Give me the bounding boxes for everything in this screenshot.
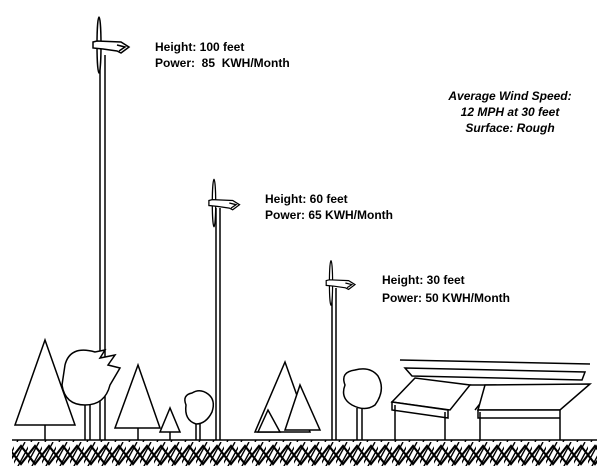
power-label: Power: 85 KWH/Month bbox=[155, 56, 290, 70]
height-label: Height: 60 feet bbox=[265, 192, 348, 206]
turbine-30 bbox=[326, 261, 355, 440]
conditions-line: Average Wind Speed: bbox=[447, 89, 571, 103]
power-label: Power: 50 KWH/Month bbox=[382, 291, 510, 305]
height-label: Height: 30 feet bbox=[382, 273, 465, 287]
power-label: Power: 65 KWH/Month bbox=[265, 208, 393, 222]
diagram: Height: 100 feet Power: 85 KWH/Month Hei… bbox=[0, 0, 597, 466]
height-label: Height: 100 feet bbox=[155, 40, 244, 54]
page: Height: 100 feet Power: 85 KWH/Month Hei… bbox=[0, 0, 597, 466]
house bbox=[392, 360, 590, 440]
conditions-line: Surface: Rough bbox=[465, 121, 554, 135]
conditions-line: 12 MPH at 30 feet bbox=[461, 105, 561, 119]
ground bbox=[12, 440, 597, 466]
trees bbox=[15, 340, 381, 440]
